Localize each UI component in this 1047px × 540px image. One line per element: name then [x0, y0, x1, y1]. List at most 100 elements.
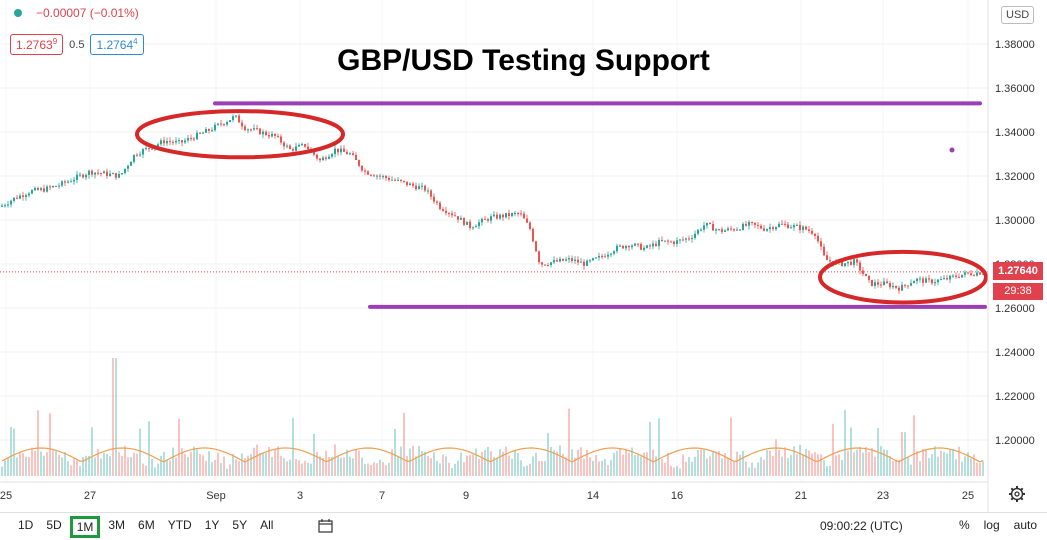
- volume-bar: [508, 455, 510, 476]
- candle-body: [286, 145, 288, 147]
- volume-bar: [664, 462, 666, 476]
- spread-value: 0.5: [69, 38, 85, 51]
- volume-bar: [829, 465, 831, 476]
- volume-bar: [196, 449, 198, 476]
- volume-bar: [46, 452, 48, 476]
- volume-bar: [835, 455, 837, 476]
- candle-body: [706, 222, 708, 226]
- volume-bar: [526, 465, 528, 476]
- candle-body: [163, 140, 165, 144]
- volume-bar: [805, 448, 807, 476]
- candle-body: [397, 179, 399, 181]
- volume-bar: [328, 456, 330, 476]
- candle-body: [871, 279, 873, 286]
- candle-body: [205, 129, 207, 133]
- volume-bar: [421, 451, 423, 476]
- volume-bar: [115, 358, 117, 476]
- volume-bar: [814, 452, 816, 476]
- candle-body: [433, 196, 435, 202]
- volume-bar: [367, 463, 369, 476]
- volume-bar: [472, 454, 474, 476]
- candle-body: [907, 285, 909, 287]
- utc-clock[interactable]: 09:00:22 (UTC): [820, 519, 903, 533]
- candle-body: [895, 285, 897, 288]
- log-scale-toggle[interactable]: log: [983, 518, 1000, 532]
- candle-body: [97, 172, 99, 174]
- timeframe-1d[interactable]: 1D: [18, 517, 34, 532]
- candle-body: [223, 124, 225, 126]
- volume-bar: [385, 465, 387, 476]
- settings-gear-icon[interactable]: [1008, 485, 1026, 508]
- volume-bar: [697, 449, 699, 476]
- volume-bar: [85, 455, 87, 476]
- auto-scale-toggle[interactable]: auto: [1013, 518, 1037, 532]
- volume-bar: [91, 427, 93, 476]
- volume-moving-average: [1, 447, 984, 463]
- volume-bar: [886, 450, 888, 476]
- volume-bar: [532, 456, 534, 476]
- timeframe-5y[interactable]: 5Y: [232, 517, 248, 532]
- volume-bar: [916, 451, 918, 476]
- volume-bar: [703, 449, 705, 476]
- volume-bar: [586, 449, 588, 476]
- candle-body: [268, 134, 270, 137]
- currency-badge[interactable]: USD: [1001, 6, 1035, 24]
- timeframe-1y[interactable]: 1Y: [204, 517, 220, 532]
- candle-body: [40, 188, 42, 190]
- candle-body: [736, 229, 738, 231]
- volume-bar: [214, 459, 216, 476]
- candle-body: [604, 256, 606, 258]
- volume-bar: [280, 455, 282, 476]
- volume-bar: [595, 454, 597, 476]
- volume-bar: [739, 454, 741, 476]
- candle-body: [913, 281, 915, 284]
- candle-body: [595, 257, 597, 259]
- timeframe-ytd[interactable]: YTD: [167, 517, 192, 532]
- date-range-icon[interactable]: [318, 519, 334, 536]
- volume-bar: [475, 448, 477, 476]
- candle-body: [916, 278, 918, 282]
- timeframe-all[interactable]: All: [260, 517, 274, 532]
- volume-bar: [391, 449, 393, 476]
- candle-body: [145, 147, 147, 150]
- candle-body: [409, 183, 411, 186]
- candle-body: [529, 222, 531, 229]
- sell-button[interactable]: 1.27639: [10, 34, 64, 55]
- candle-body: [688, 238, 690, 240]
- annotation-dot: [949, 147, 955, 153]
- candle-body: [226, 122, 228, 125]
- volume-bar: [973, 454, 975, 476]
- volume-bar: [256, 444, 258, 476]
- volume-bar: [346, 449, 348, 476]
- volume-bar: [1, 466, 3, 476]
- volume-bar: [67, 461, 69, 476]
- candle-body: [745, 223, 747, 226]
- candle-body: [931, 279, 933, 284]
- candle-body: [346, 151, 348, 155]
- buy-button[interactable]: 1.27644: [90, 34, 144, 55]
- time-tick-label: 14: [587, 490, 599, 502]
- timeframe-6m[interactable]: 6M: [138, 517, 155, 532]
- volume-bar: [469, 455, 471, 476]
- volume-bar: [79, 466, 81, 476]
- volume-bar: [166, 459, 168, 476]
- candle-body: [631, 245, 633, 248]
- volume-bar: [70, 465, 72, 476]
- volume-bar: [859, 446, 861, 476]
- timeframe-5d[interactable]: 5D: [46, 517, 62, 532]
- time-tick-label: Sep: [206, 490, 226, 502]
- volume-bar: [730, 417, 732, 476]
- volume-bar: [787, 458, 789, 476]
- volume-bar: [583, 458, 585, 476]
- candle-body: [883, 281, 885, 286]
- volume-bar: [694, 456, 696, 476]
- timeframe-1m[interactable]: 1M: [69, 515, 101, 538]
- candle-body: [694, 233, 696, 239]
- timeframe-3m[interactable]: 3M: [108, 517, 126, 532]
- percent-scale-toggle[interactable]: %: [958, 518, 970, 532]
- volume-bar: [232, 453, 234, 476]
- candle-body: [349, 153, 351, 155]
- candle-body: [880, 284, 882, 286]
- time-axis: 25 27 Sep 3 7 9 14 16 21 23 25: [0, 490, 974, 502]
